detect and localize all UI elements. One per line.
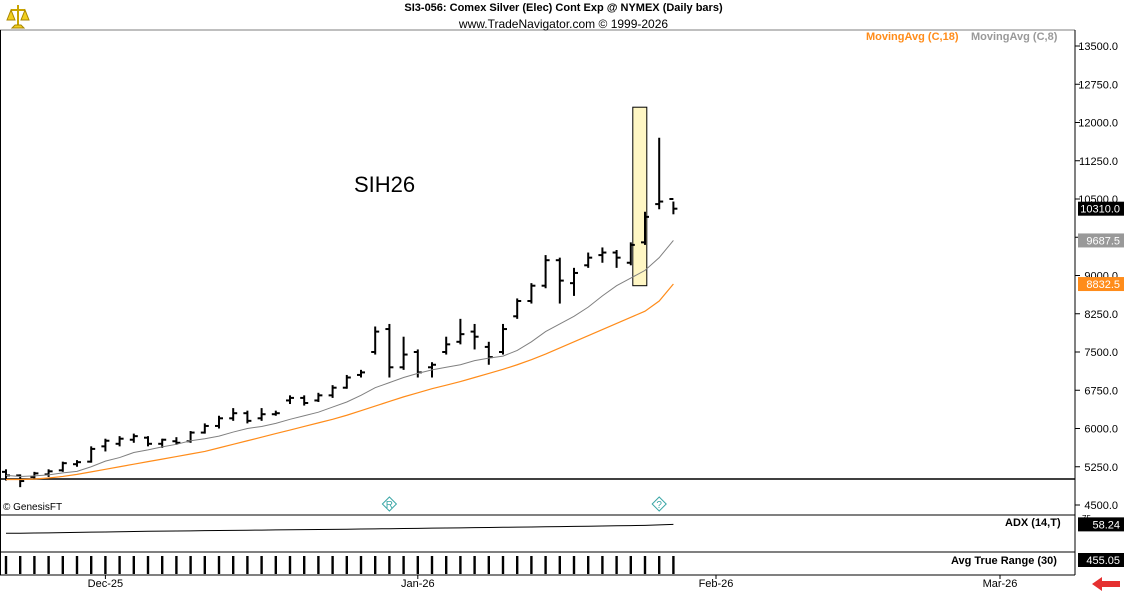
ohlc-bar [541, 255, 550, 289]
price-tick-label: 6750.0 [1084, 385, 1118, 397]
legend-ma8: MovingAvg (C,8) [971, 31, 1058, 43]
adx-badge-text: 58.24 [1092, 519, 1120, 531]
ohlc-bar [44, 469, 53, 477]
ohlc-bar [129, 433, 138, 443]
atr-badge-bg [1078, 553, 1124, 567]
event-marker-glyph: R [386, 500, 393, 511]
ohlc-bar [584, 252, 593, 268]
ohlc-bar [555, 257, 564, 304]
symbol-label: SIH26 [354, 172, 416, 197]
time-tick-label: Dec-25 [88, 578, 123, 590]
ohlc-bar [527, 283, 536, 304]
ohlc-bar [499, 323, 507, 355]
ohlc-bar [200, 423, 209, 434]
time-tick-label: Jan-26 [401, 578, 435, 590]
event-marker-diamond [651, 496, 667, 512]
ohlc-bar [513, 298, 522, 319]
ohlc-bar [570, 267, 578, 296]
time-tick-label: Feb-26 [699, 578, 734, 590]
ma18-badge: 8832.5 [1078, 277, 1124, 292]
ohlc-bar [328, 385, 337, 398]
ohlc-bar [357, 369, 365, 378]
ma8-badge: 9687.5 [1078, 233, 1124, 248]
ohlc-bar [371, 326, 380, 355]
ohlc-bar [300, 395, 309, 406]
ohlc-bar [87, 446, 96, 463]
ohlc-bar [314, 392, 323, 402]
event-marker: R [381, 496, 398, 512]
event-marker: ? [651, 496, 667, 512]
ohlc-bar [626, 242, 635, 266]
price-badge: 10310.0 [1078, 201, 1124, 216]
ohlc-bar [243, 410, 252, 424]
price-tick-label: 12000.0 [1078, 118, 1118, 130]
price-tick-label: 7500.0 [1084, 347, 1118, 359]
atr-label: Avg True Range (30) [951, 555, 1057, 567]
chart-title: SI3-056: Comex Silver (Elec) Cont Exp @ … [404, 2, 723, 14]
ma8-line [5, 240, 674, 477]
credit-label: © GenesisFT [3, 502, 63, 513]
ma18-line [6, 283, 674, 481]
ohlc-bar [101, 438, 110, 452]
ohlc-bar [641, 211, 649, 245]
ohlc-bar [442, 336, 451, 355]
ma8-badge-text: 9687.5 [1086, 235, 1120, 247]
ohlc-bar [399, 336, 408, 370]
chart-subtitle: www.TradeNavigator.com © 1999-2026 [458, 17, 669, 31]
ohlc-bar [669, 198, 678, 215]
price-tick-label: 5250.0 [1084, 462, 1118, 474]
ohlc-bar [229, 408, 238, 421]
price-tick-label: 6000.0 [1084, 424, 1118, 436]
ohlc-bar [271, 410, 280, 416]
ma8-badge-bg [1078, 233, 1124, 248]
price-tick-label: 8250.0 [1084, 309, 1118, 321]
ohlc-bar [58, 461, 67, 472]
ohlc-bar [612, 250, 621, 268]
time-tick-label: Mar-26 [983, 578, 1018, 590]
event-marker-diamond [381, 496, 398, 512]
ohlc-bar [144, 436, 152, 447]
adx-label: ADX (14,T) [1005, 517, 1061, 529]
adx-badge-bg [1078, 517, 1124, 532]
ohlc-bar [456, 318, 465, 345]
atr-badge: 455.05 [1078, 553, 1124, 567]
back-arrow-icon[interactable] [1090, 576, 1122, 592]
atr-badge-text: 455.05 [1086, 555, 1120, 567]
price-tick-label: 4500.0 [1084, 500, 1118, 512]
price-badge-text: 10310.0 [1080, 204, 1120, 216]
legend-ma18: MovingAvg (C,18) [866, 31, 959, 43]
ohlc-bar [385, 323, 394, 378]
ohlc-bar [158, 438, 167, 448]
adx-line [6, 523, 674, 534]
ohlc-bar [257, 408, 266, 421]
ohlc-bar [172, 437, 181, 445]
ma18-badge-bg [1078, 277, 1124, 292]
trade-navigator-logo-icon[interactable] [3, 2, 33, 32]
price-tick-label: 11250.0 [1079, 156, 1118, 168]
ohlc-bar [215, 415, 223, 429]
price-badge-bg [1078, 201, 1124, 216]
ohlc-bar [286, 395, 294, 405]
highlight-box [632, 106, 648, 287]
price-tick-label: 12750.0 [1078, 79, 1118, 91]
ma18-badge-text: 8832.5 [1086, 279, 1120, 291]
price-tick-label: 13500.0 [1078, 41, 1118, 53]
ohlc-bar [470, 323, 479, 350]
ohlc-bar [115, 436, 124, 447]
ohlc-bar [598, 247, 607, 263]
ohlc-bar [484, 341, 493, 365]
ohlc-bar [73, 460, 81, 467]
ohlc-bar [342, 374, 351, 389]
adx-badge: 58.24 [1078, 517, 1124, 532]
event-marker-glyph: ? [656, 500, 662, 511]
ohlc-bar [655, 137, 664, 210]
